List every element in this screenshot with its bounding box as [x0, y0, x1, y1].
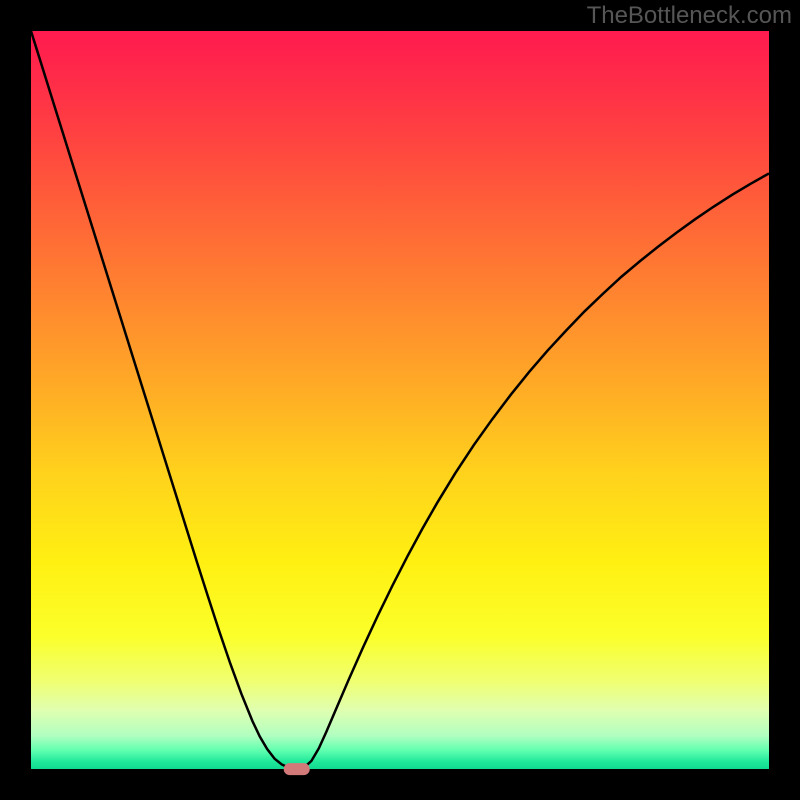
plot-area [31, 31, 769, 769]
chart-canvas: TheBottleneck.com [0, 0, 800, 800]
watermark-text: TheBottleneck.com [587, 2, 792, 30]
bottleneck-curve [31, 31, 769, 769]
optimum-marker [283, 763, 310, 775]
curve-svg [31, 31, 769, 769]
